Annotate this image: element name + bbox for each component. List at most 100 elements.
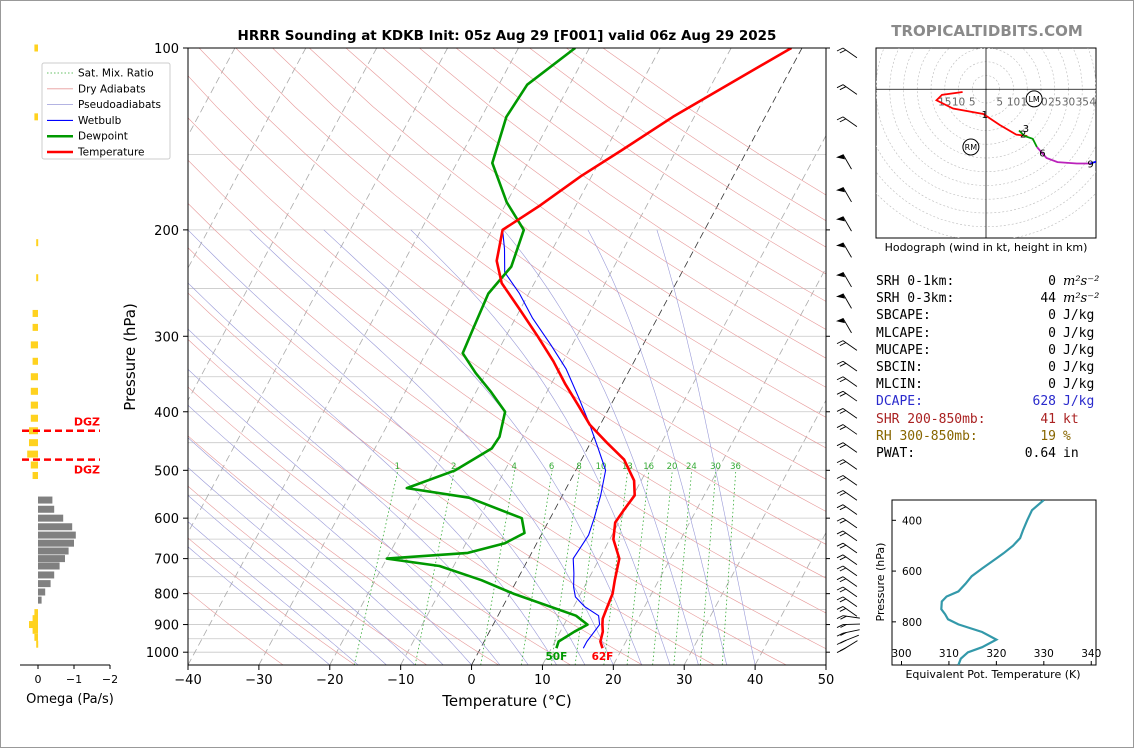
hodo-height-label: 6 — [1039, 149, 1045, 160]
dgz-label: DGZ — [74, 416, 100, 429]
wind-barb — [836, 424, 858, 435]
wind-barb — [836, 623, 861, 628]
skewt-plot: 1 2 4 6 8 10 13 16 20 24 30 36 50F 62F −40 −30 −20 −10 0… — [0, 42, 861, 710]
mixing-ratio-line — [603, 470, 629, 665]
wind-barb — [836, 596, 858, 608]
wind-barb — [836, 408, 858, 419]
omega-bar — [30, 373, 38, 381]
dry-adiabat — [198, 48, 826, 512]
x-tick-label: −30 — [245, 673, 272, 688]
isotherm — [188, 48, 307, 269]
wind-barb — [836, 340, 858, 351]
param-value: 0 — [1048, 359, 1056, 375]
x-tick-label: −20 — [316, 673, 343, 688]
pseudoadiabat — [188, 521, 359, 665]
omega-bar — [38, 523, 73, 531]
hodo-segment — [1090, 160, 1096, 165]
y-tick-label: 500 — [154, 464, 179, 479]
dry-adiabat — [188, 159, 826, 614]
dry-adiabat — [188, 203, 826, 650]
omega-bar — [36, 239, 39, 247]
param-unit: J/kg — [1063, 377, 1095, 393]
hodo-height-label: 3 — [1023, 124, 1029, 135]
surface-temperature-label: 62F — [592, 651, 614, 663]
param-unit: m²s⁻² — [1063, 274, 1100, 289]
wind-barb — [836, 517, 858, 529]
skewt-grid: 1 2 4 6 8 10 13 16 20 24 30 36 — [0, 48, 826, 665]
mixing-ratio-line — [652, 470, 673, 665]
wind-barb — [836, 576, 858, 587]
skewt-profiles: 50F 62F — [385, 48, 793, 663]
param-label: SBCIN: — [876, 359, 994, 375]
omega-bar — [32, 615, 38, 623]
mixing-ratio-line — [414, 470, 455, 665]
param-value: 628 — [1032, 394, 1056, 410]
mixing-ratio-label: 4 — [511, 462, 516, 472]
wind-barb — [836, 390, 858, 402]
param-value: 0 — [1048, 342, 1056, 358]
brand-logo[interactable]: TROPICALTIDBITS.COM — [891, 22, 1083, 40]
mixing-ratio-label: 6 — [549, 462, 554, 472]
param-label: MLCIN: — [876, 377, 994, 393]
omega-bar — [29, 439, 38, 447]
theta-e-x-tick-label: 320 — [986, 648, 1006, 660]
hodo-ring-label: 5 — [969, 96, 976, 108]
dry-adiabat — [419, 48, 826, 330]
isotherm — [400, 48, 732, 665]
wind-barb — [836, 586, 858, 598]
y-tick-label: 800 — [154, 588, 179, 603]
isotherm — [188, 48, 519, 665]
hodo-ring-label: 10 — [1007, 96, 1020, 108]
isotherm — [258, 48, 590, 665]
wind-barb — [836, 271, 852, 288]
skewt-ticks: −40 −30 −20 −10 0 10 20 30 40 50 100 200 300 400 500 60… — [146, 42, 834, 688]
param-value: 19 — [1040, 428, 1056, 444]
param-value: 0 — [1048, 325, 1056, 341]
parameters-table: SRH 0-1km: 0 m²s⁻² SRH 0-3km: 44 m²s⁻² SBCAP… — [876, 273, 1099, 462]
omega-panel: 0 −1 −2 Omega (Pa/s) DGZ DGZ — [20, 44, 118, 707]
dry-adiabat — [309, 48, 826, 418]
param-label: MUCAPE: — [876, 342, 994, 358]
legend-label: Dewpoint — [78, 131, 128, 143]
param-row: PWAT: 0.64 in — [876, 445, 1099, 462]
x-tick-label: 20 — [605, 673, 622, 688]
theta-e-x-tick-label: 330 — [1034, 648, 1054, 660]
pseudoadiabat — [188, 282, 557, 665]
pseudoadiabat — [188, 437, 444, 665]
param-unit: in — [1063, 445, 1079, 461]
hodo-segment — [1036, 146, 1091, 165]
isotherm — [471, 48, 803, 665]
wind-barb — [836, 530, 858, 542]
omega-bar — [38, 588, 46, 596]
wind-barb — [836, 116, 858, 127]
wind-barb — [836, 360, 858, 372]
param-unit: % — [1063, 428, 1071, 444]
isotherm — [188, 48, 448, 534]
hodo-ring-label: 35 — [1076, 96, 1089, 108]
omega-bar — [38, 547, 69, 555]
param-row: SBCAPE: 0 J/kg — [876, 307, 1099, 324]
x-tick-label: 10 — [534, 673, 551, 688]
dry-adiabat — [188, 386, 571, 665]
mixing-ratio-line — [574, 470, 602, 665]
mixing-ratio-label: 36 — [730, 462, 741, 472]
hodo-storm-marker — [962, 138, 980, 156]
hodograph: 1510551015202530354012369LMRM Hodograph … — [875, 47, 1097, 254]
dewpoint-line — [385, 48, 589, 649]
mixing-ratio-label: 30 — [710, 462, 721, 472]
omega-bar — [38, 571, 55, 579]
y-tick-label: 600 — [154, 512, 179, 527]
theta-e-y-tick-label: 600 — [902, 566, 922, 578]
mixing-ratio-line — [353, 470, 399, 665]
param-row: SRH 0-3km: 44 m²s⁻² — [876, 290, 1099, 307]
omega-bar — [34, 44, 38, 52]
isotherm — [329, 48, 661, 665]
omega-bar — [38, 555, 65, 563]
theta-e-y-tick-label: 400 — [902, 515, 922, 527]
param-row: MLCIN: 0 J/kg — [876, 376, 1099, 393]
legend-label: Pseudoadiabats — [78, 99, 161, 111]
hodo-ring-label: 10 — [952, 96, 965, 108]
isotherm — [0, 48, 22, 665]
mixing-ratio-line — [480, 470, 516, 665]
dry-adiabat — [188, 292, 715, 665]
